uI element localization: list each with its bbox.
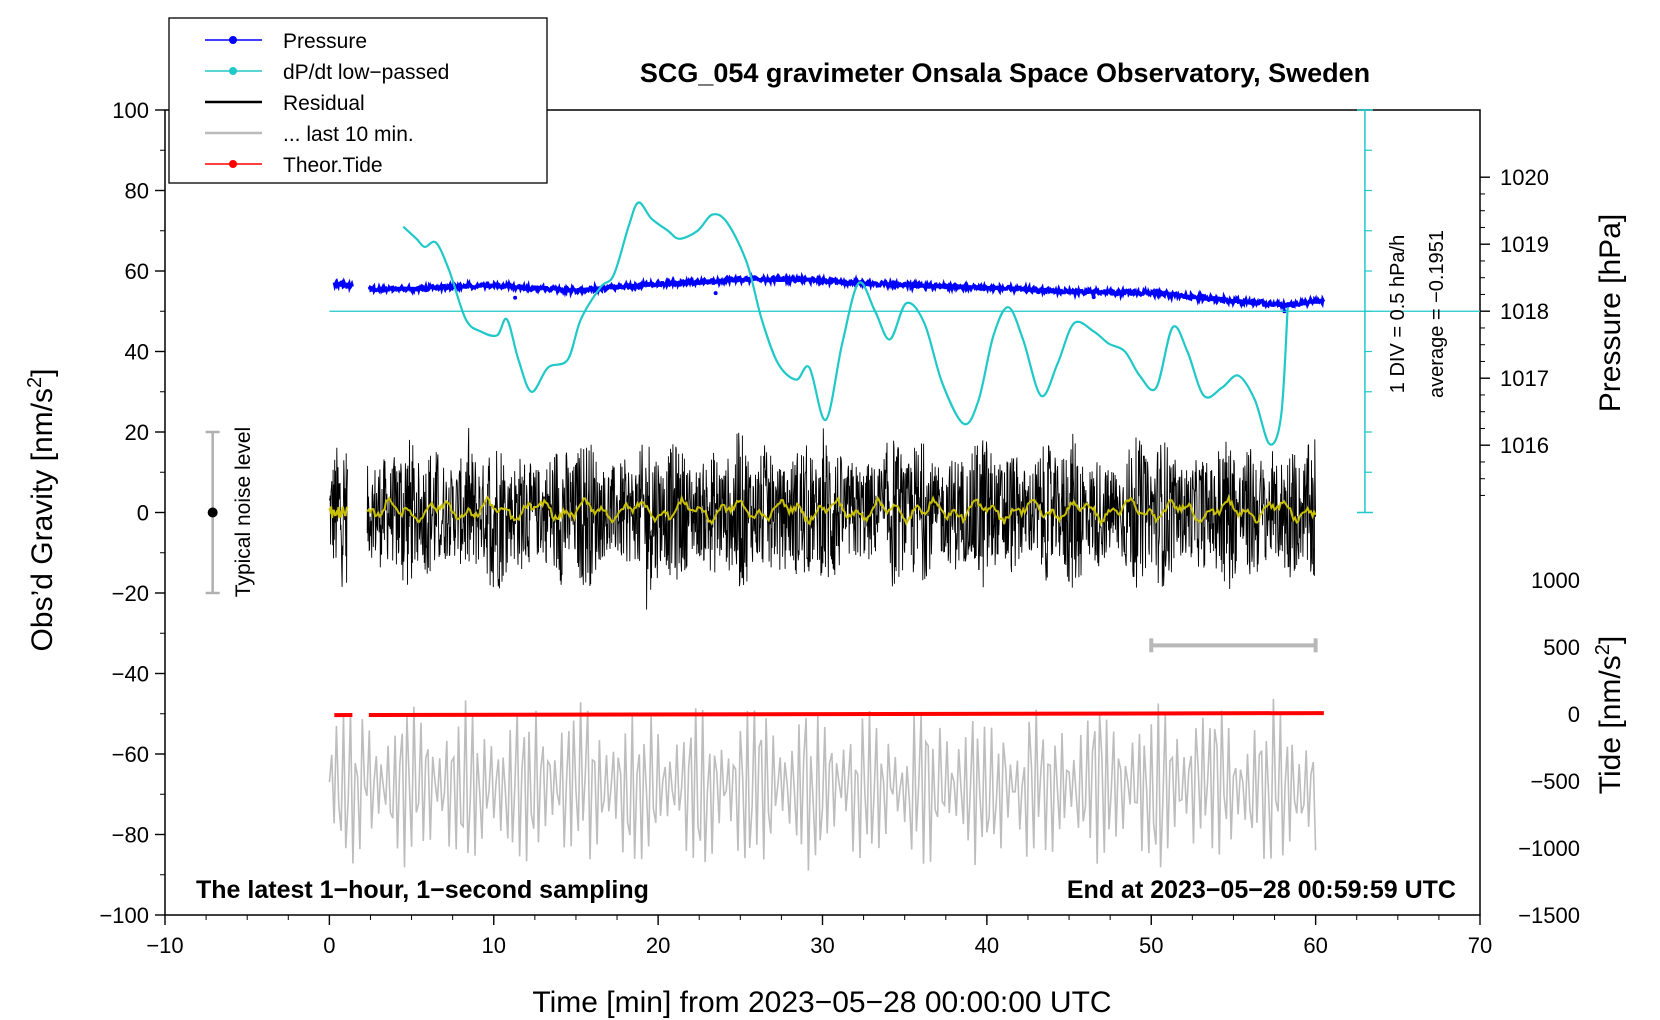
pressure-line [367,271,1326,312]
y-tick-label: 40 [125,340,149,365]
pressure-tick-label: 1017 [1500,366,1549,391]
y-tick-label: 60 [125,259,149,284]
legend-marker [229,67,237,75]
y-tick-label: −20 [112,581,149,606]
last-10-min-series [328,698,1317,871]
legend-label: ... last 10 min. [283,123,414,146]
pressure-tick-label: 1018 [1500,299,1549,324]
x-tick-label: 0 [323,933,335,958]
pressure-point [1091,295,1096,300]
y-tick-label: 100 [112,98,149,123]
x-tick-label: 10 [482,933,506,958]
bottom-right-note: End at 2023−05−28 00:59:59 UTC [1067,876,1456,904]
tide-axis-label-sup: 2 [1592,644,1614,655]
legend-label: Pressure [283,30,367,53]
noise-bar-center [207,507,218,518]
legend-label: Theor.Tide [283,154,383,177]
pressure-point [1239,302,1244,307]
x-tick-label: 40 [975,933,999,958]
pressure-line [332,277,354,294]
x-tick-label: 20 [646,933,670,958]
y-axis-label-sup: 2 [24,377,46,388]
residual-line [366,427,1317,610]
legend-box [168,17,548,184]
tide-tick-label: 1000 [1531,568,1580,593]
x-tick-label: 60 [1303,933,1327,958]
legend: Pressure dP/dt low−passed Residual ... last… [168,17,548,184]
residual-smoothed-line [366,493,1317,527]
dpdt-series [329,109,1480,514]
legend-marker [229,36,237,44]
y-tick-label: 0 [137,501,149,526]
y-tick-label: −80 [112,823,149,848]
y-tick-label: −60 [112,742,149,767]
axis-ticks: −10 0 10 20 30 40 50 60 70100806040200−20−40−60−… [99,98,1580,958]
theor-tide-series [334,711,1324,718]
tide-line [368,711,1324,718]
residual-smoothed-line [328,506,349,519]
x-tick-label: 50 [1139,933,1163,958]
pressure-tick-label: 1019 [1500,232,1549,257]
legend-marker [229,160,237,168]
x-tick-label: 30 [810,933,834,958]
pressure-point [713,291,718,296]
bottom-left-note: The latest 1−hour, 1−second sampling [196,876,649,904]
pressure-tick-label: 1016 [1500,433,1549,458]
pressure-tick-label: 1020 [1500,165,1549,190]
x-axis-label: Time [min] from 2023−05−28 00:00:00 UTC [532,986,1111,1019]
y-tick-label: 80 [125,179,149,204]
y-tick-label: 20 [125,420,149,445]
dpdt-line [402,201,1289,446]
tide-tick-label: 500 [1543,635,1580,660]
last-10-min-line [328,698,1317,871]
pressure-series [332,271,1326,314]
residual-series [328,427,1317,610]
tide-tick-label: −1500 [1518,903,1580,928]
noise-level-label: Typical noise level [232,427,255,597]
dpdt-average-label: average = −0.1951 [1426,230,1448,398]
tide-tick-label: −500 [1530,769,1580,794]
tide-axis-label: Tide [nm/s2] [1592,636,1627,794]
tide-tick-label: 0 [1568,702,1580,727]
pressure-axis-label: Pressure [hPa] [1594,214,1627,412]
x-tick-label: 70 [1468,933,1492,958]
y-tick-label: −100 [99,903,149,928]
pressure-point [513,295,518,300]
legend-label: dP/dt low−passed [283,61,449,84]
x-tick-label: −10 [146,933,183,958]
residual-smoothed-series [328,493,1317,527]
chart-annotations [205,430,1318,653]
dpdt-scale-label: 1 DIV = 0.5 hPa/h [1387,235,1409,393]
tide-tick-label: −1000 [1518,836,1580,861]
legend-label: Residual [283,92,365,115]
y-axis-label: Obs’d Gravity [nm/s2] [24,369,59,652]
y-tick-label: −40 [112,662,149,687]
chart-title: SCG_054 gravimeter Onsala Space Observat… [640,58,1370,88]
